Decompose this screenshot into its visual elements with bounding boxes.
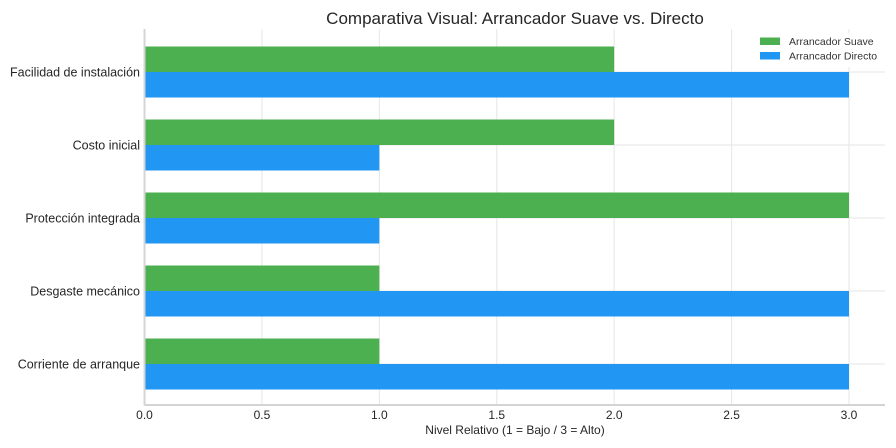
- tick-labels: 0.0 0.5 1.0 1.5 2.0 2.5 3.0: [136, 408, 858, 422]
- bars-layer: [144, 46, 849, 390]
- legend: Arrancador Suave Arrancador Directo: [752, 33, 882, 67]
- bar-arrancador-suave: [144, 265, 380, 291]
- category-label: Protección integrada: [25, 212, 140, 226]
- x-tick-label: 2.5: [723, 408, 740, 422]
- x-tick-label: 0.0: [136, 408, 153, 422]
- x-tick-label: 0.5: [254, 408, 271, 422]
- x-tick-label: 2.0: [606, 408, 623, 422]
- bar-arrancador-directo: [144, 145, 380, 171]
- legend-entry: Arrancador Suave: [789, 36, 874, 48]
- category-label: Corriente de arranque: [18, 358, 140, 372]
- legend-swatch: [760, 37, 780, 45]
- category-label: Costo inicial: [73, 139, 140, 153]
- bar-arrancador-suave: [144, 46, 615, 72]
- bar-arrancador-suave: [144, 338, 380, 364]
- x-tick-label: 1.5: [488, 408, 505, 422]
- bar-arrancador-suave: [144, 119, 615, 145]
- chart-title: Comparativa Visual: Arrancador Suave vs.…: [326, 9, 704, 28]
- x-tick-label: 3.0: [841, 408, 858, 422]
- bar-arrancador-directo: [144, 291, 849, 317]
- bar-arrancador-directo: [144, 218, 380, 244]
- bar-arrancador-suave: [144, 192, 849, 218]
- x-axis-label: Nivel Relativo (1 = Bajo / 3 = Alto): [425, 423, 604, 437]
- legend-entry: Arrancador Directo: [789, 51, 877, 63]
- category-label: Desgaste mecánico: [30, 285, 140, 299]
- x-tick-label: 1.0: [371, 408, 388, 422]
- legend-swatch: [760, 52, 780, 60]
- category-labels: Facilidad de instalación Costo inicial Pro…: [10, 66, 140, 372]
- bar-arrancador-directo: [144, 72, 849, 98]
- bar-arrancador-directo: [144, 364, 849, 390]
- axis-layer: [143, 29, 885, 406]
- category-label: Facilidad de instalación: [10, 66, 140, 80]
